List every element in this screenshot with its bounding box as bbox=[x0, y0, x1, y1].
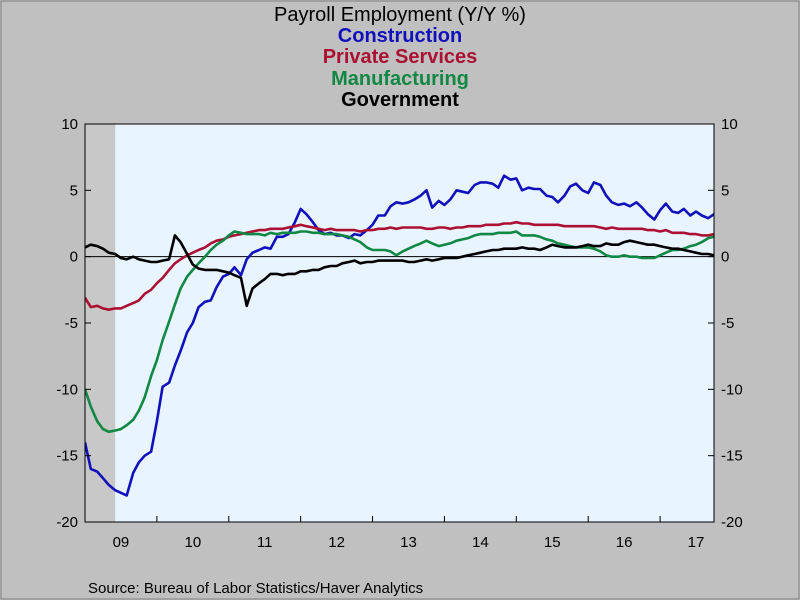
y-tick-label-right: -10 bbox=[721, 381, 743, 398]
y-tick-label-left: -5 bbox=[65, 315, 78, 332]
legend-government: Government bbox=[341, 89, 459, 111]
plot-area bbox=[85, 124, 714, 522]
series-line-government bbox=[85, 234, 714, 308]
x-tick-label: 17 bbox=[688, 534, 705, 551]
x-tick-label: 11 bbox=[257, 534, 273, 551]
y-tick-label-right: 5 bbox=[721, 182, 729, 199]
chart-title: Payroll Employment (Y/Y %) bbox=[274, 4, 526, 26]
source-note: Source: Bureau of Labor Statistics/Haver… bbox=[88, 580, 423, 597]
y-tick-label-right: 10 bbox=[721, 116, 738, 133]
x-tick-label: 16 bbox=[616, 534, 633, 551]
x-tick-label: 12 bbox=[328, 534, 345, 551]
y-axis-right: 10 5 0 -5 -10 -15 -20 bbox=[708, 116, 743, 531]
y-tick-label-right: -20 bbox=[721, 514, 743, 531]
legend-manufacturing: Manufacturing bbox=[331, 68, 469, 90]
y-tick-label-left: -10 bbox=[56, 381, 78, 398]
legend-private-services: Private Services bbox=[323, 46, 478, 68]
x-tick-label: 10 bbox=[184, 534, 201, 551]
y-axis-left: 10 5 0 -5 -10 -15 -20 bbox=[56, 116, 91, 531]
x-tick-label: 14 bbox=[472, 534, 489, 551]
y-tick-label-right: -15 bbox=[721, 448, 743, 465]
legend-construction: Construction bbox=[338, 25, 462, 47]
x-tick-label: 13 bbox=[400, 534, 417, 551]
y-tick-label-left: 10 bbox=[61, 116, 78, 133]
y-tick-label-right: -5 bbox=[721, 315, 734, 332]
series-layer bbox=[85, 174, 714, 497]
y-tick-label-right: 0 bbox=[721, 249, 729, 266]
series-line-manufacturing bbox=[85, 230, 714, 434]
x-tick-label: 09 bbox=[113, 534, 130, 551]
series-line-construction bbox=[85, 174, 714, 497]
x-axis: 09 10 11 12 13 14 15 16 17 bbox=[113, 516, 705, 551]
y-tick-label-left: 5 bbox=[70, 182, 78, 199]
x-tick-label: 15 bbox=[544, 534, 561, 551]
y-tick-label-left: -15 bbox=[56, 448, 78, 465]
series-line-private-services bbox=[85, 220, 714, 311]
y-tick-label-left: -20 bbox=[56, 514, 78, 531]
y-tick-label-left: 0 bbox=[70, 249, 78, 266]
